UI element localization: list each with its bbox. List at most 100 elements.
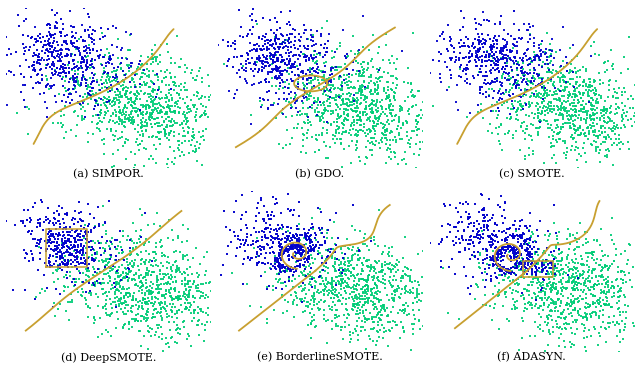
Point (422, 253, 432, 259)
Point (280, 235, 291, 241)
Point (538, 49, 548, 55)
Point (308, 242, 318, 248)
Point (342, 112, 352, 118)
Point (497, 245, 507, 251)
Point (349, 51, 360, 57)
Point (78, 94, 88, 100)
Point (143, 315, 153, 321)
Point (145, 288, 155, 294)
Point (426, 240, 436, 246)
Point (99, 271, 109, 277)
Point (472, 226, 482, 232)
Point (122, 274, 132, 280)
Point (152, 279, 162, 285)
Point (77, 98, 88, 104)
Point (95, 52, 106, 58)
Point (575, 273, 586, 279)
Point (593, 135, 604, 141)
Point (604, 323, 614, 330)
Point (244, 27, 255, 33)
Point (483, 32, 493, 38)
Point (71, 46, 81, 52)
Point (111, 26, 122, 32)
Point (475, 236, 485, 242)
Point (586, 269, 596, 275)
Point (326, 122, 336, 128)
Point (189, 299, 199, 305)
Point (406, 80, 417, 86)
Point (250, 42, 260, 48)
Point (153, 110, 163, 117)
Point (415, 107, 426, 113)
Point (292, 125, 303, 131)
Point (377, 130, 387, 136)
Point (575, 82, 585, 88)
Point (545, 276, 555, 282)
Point (292, 295, 302, 301)
Point (298, 51, 308, 57)
Point (477, 59, 487, 65)
Point (544, 46, 554, 53)
Point (557, 326, 567, 332)
Point (138, 274, 148, 280)
Point (511, 250, 522, 256)
Point (513, 253, 523, 259)
Point (115, 272, 125, 278)
Point (260, 38, 271, 44)
Point (426, 85, 436, 91)
Point (400, 98, 410, 104)
Point (367, 292, 378, 298)
Point (509, 252, 519, 258)
Point (72, 256, 82, 263)
Point (59, 112, 69, 118)
Point (243, 51, 253, 57)
Point (509, 54, 520, 60)
Point (272, 66, 282, 72)
Point (69, 221, 79, 227)
Point (35, 61, 45, 67)
Point (147, 290, 157, 296)
Point (525, 103, 535, 109)
Point (330, 67, 340, 73)
Point (85, 305, 95, 311)
Point (119, 104, 129, 110)
Point (116, 277, 127, 283)
Point (278, 106, 288, 112)
Point (81, 266, 91, 272)
Point (561, 262, 571, 268)
Point (548, 129, 559, 135)
Point (492, 115, 502, 121)
Point (536, 107, 547, 114)
Point (634, 268, 640, 274)
Point (531, 303, 541, 309)
Point (115, 283, 125, 289)
Point (175, 64, 186, 70)
Point (179, 293, 189, 299)
Point (154, 52, 164, 58)
Point (594, 128, 604, 134)
Point (113, 88, 124, 94)
Point (106, 82, 116, 88)
Point (455, 240, 465, 247)
Point (134, 328, 144, 334)
Point (596, 123, 606, 129)
Point (409, 322, 419, 328)
Point (504, 73, 514, 79)
Point (393, 283, 403, 290)
Point (424, 22, 434, 28)
Point (476, 84, 486, 90)
Point (511, 128, 521, 134)
Point (118, 77, 129, 83)
Point (508, 234, 518, 240)
Point (502, 99, 512, 105)
Point (150, 42, 160, 48)
Point (544, 274, 554, 280)
Point (276, 72, 286, 78)
Point (223, 271, 234, 277)
Point (495, 248, 505, 254)
Point (360, 93, 371, 99)
Point (504, 89, 515, 95)
Point (72, 227, 83, 234)
Point (516, 64, 527, 70)
Point (309, 99, 319, 106)
